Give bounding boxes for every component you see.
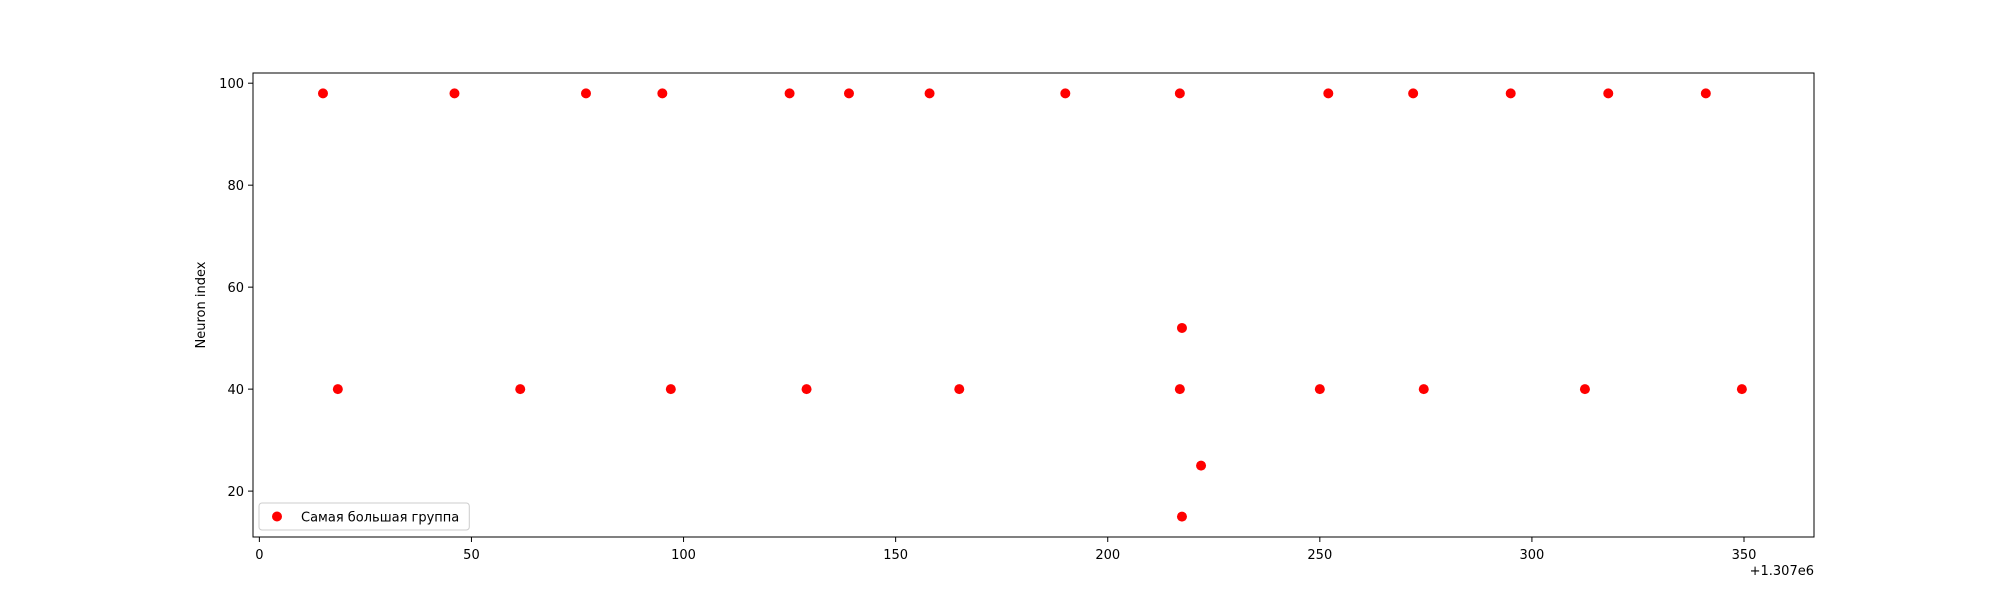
data-point [1174, 88, 1185, 99]
data-point [1408, 88, 1419, 99]
x-tick-label: 150 [883, 548, 908, 563]
data-point [924, 88, 935, 99]
data-point [843, 88, 854, 99]
data-point [515, 384, 526, 395]
data-point [332, 384, 343, 395]
x-tick-label: 50 [463, 548, 480, 563]
x-tick-label: 250 [1307, 548, 1332, 563]
legend: Самая большая группа [258, 502, 470, 531]
x-axis-offset-label: +1.307e6 [1750, 564, 1814, 579]
data-point [801, 384, 812, 395]
legend-label: Самая большая группа [301, 511, 459, 526]
data-point [1418, 384, 1429, 395]
data-point [1505, 88, 1516, 99]
data-point [1196, 460, 1207, 471]
y-tick-label: 20 [227, 485, 244, 500]
y-tick-label: 40 [227, 383, 244, 398]
data-point [1176, 511, 1187, 522]
data-point [1603, 88, 1614, 99]
legend-marker [272, 511, 282, 522]
y-axis: 20 40 60 80 100 [219, 77, 253, 500]
data-point [1323, 88, 1334, 99]
plot-area-frame [252, 72, 1815, 538]
x-tick-label: 300 [1520, 548, 1545, 563]
data-point [1579, 384, 1590, 395]
data-point [1736, 384, 1747, 395]
data-points [317, 88, 1747, 522]
y-axis-label: Neuron index [194, 261, 209, 348]
data-point [1700, 88, 1711, 99]
x-tick-label: 350 [1732, 548, 1757, 563]
legend-frame [258, 502, 470, 531]
x-tick-label: 0 [255, 548, 263, 563]
data-point [954, 384, 965, 395]
data-point [784, 88, 795, 99]
x-tick-label: 100 [671, 548, 696, 563]
data-point [665, 384, 676, 395]
data-point [580, 88, 591, 99]
y-tick-label: 80 [227, 179, 244, 194]
data-point [449, 88, 460, 99]
data-point [1176, 322, 1187, 333]
y-tick-label: 60 [227, 281, 244, 296]
data-point [1174, 384, 1185, 395]
x-axis: 0 50 100 150 200 250 300 350 [255, 537, 1756, 563]
data-point [1060, 88, 1071, 99]
data-point [657, 88, 668, 99]
x-tick-label: 200 [1095, 548, 1120, 563]
data-point [317, 88, 328, 99]
y-tick-label: 100 [219, 77, 244, 92]
data-point [1314, 384, 1325, 395]
